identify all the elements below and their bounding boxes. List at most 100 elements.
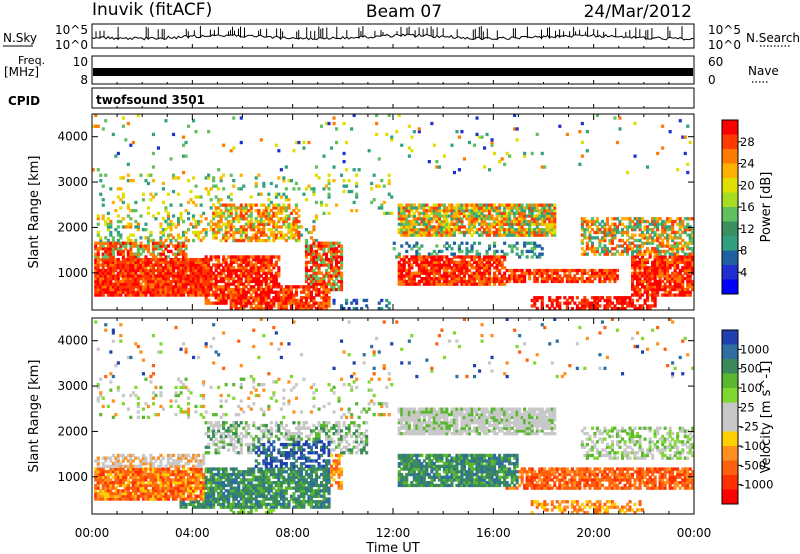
velocity-cell bbox=[139, 470, 143, 474]
power-cell bbox=[312, 228, 316, 232]
power-cell bbox=[427, 230, 431, 235]
velocity-cell bbox=[131, 486, 135, 490]
power-cell bbox=[678, 282, 682, 286]
power-cell bbox=[252, 301, 256, 305]
power-cell bbox=[116, 279, 120, 284]
power-cell bbox=[483, 255, 487, 259]
power-cell bbox=[593, 296, 597, 300]
power-cell bbox=[232, 282, 236, 286]
power-cell bbox=[661, 268, 665, 273]
velocity-cell bbox=[144, 472, 148, 477]
power-cell bbox=[422, 277, 426, 281]
power-cell bbox=[254, 260, 258, 264]
power-cell bbox=[523, 279, 527, 284]
power-cell bbox=[96, 241, 100, 245]
power-cell bbox=[407, 266, 411, 270]
power-cell bbox=[224, 238, 228, 243]
power-cell bbox=[217, 198, 221, 202]
power-cell bbox=[161, 287, 165, 292]
power-cell bbox=[427, 233, 431, 237]
power-cell bbox=[480, 263, 484, 267]
power-cell bbox=[533, 298, 537, 303]
power-cell bbox=[417, 255, 421, 259]
power-cell bbox=[164, 238, 168, 243]
power-cell bbox=[189, 258, 193, 262]
power-cell bbox=[578, 130, 582, 134]
power-cell bbox=[337, 271, 341, 275]
power-cell bbox=[327, 263, 331, 267]
power-cell bbox=[503, 211, 507, 215]
power-cell bbox=[184, 279, 188, 284]
power-cell bbox=[397, 268, 401, 273]
power-cell bbox=[254, 271, 258, 275]
power-cell bbox=[192, 214, 196, 218]
velocity-cell bbox=[136, 489, 140, 493]
power-cell bbox=[312, 279, 316, 284]
power-cell bbox=[407, 271, 411, 275]
power-cell bbox=[480, 214, 484, 218]
power-cell bbox=[129, 260, 133, 264]
power-cell bbox=[222, 258, 226, 262]
power-cell bbox=[420, 263, 424, 267]
power-cell bbox=[197, 230, 201, 235]
power-cell bbox=[154, 293, 158, 297]
power-cell bbox=[161, 282, 165, 286]
power-cell bbox=[503, 252, 507, 256]
power-cell bbox=[332, 266, 336, 270]
power-cell bbox=[457, 211, 461, 215]
velocity-cell bbox=[104, 475, 108, 479]
power-cell bbox=[227, 293, 231, 297]
power-cell bbox=[686, 290, 690, 294]
power-cell bbox=[284, 214, 288, 218]
power-cell bbox=[154, 217, 158, 221]
power-cell bbox=[126, 238, 130, 243]
power-cell bbox=[515, 222, 519, 226]
power-cell bbox=[648, 233, 652, 237]
power-cell bbox=[651, 298, 655, 303]
power-cell bbox=[212, 271, 216, 275]
power-cell bbox=[563, 268, 567, 273]
power-cell bbox=[124, 271, 128, 275]
power-cell bbox=[299, 307, 303, 311]
power-cell bbox=[615, 249, 619, 254]
power-cell bbox=[395, 255, 399, 259]
power-cell bbox=[450, 217, 454, 221]
power-cell bbox=[237, 219, 241, 224]
power-cell bbox=[480, 203, 484, 207]
power-cell bbox=[134, 263, 138, 267]
power-cell bbox=[151, 238, 155, 243]
power-cell bbox=[307, 244, 311, 248]
power-cell bbox=[470, 209, 474, 213]
power-cell bbox=[252, 307, 256, 311]
power-cell bbox=[432, 277, 436, 281]
power-cell bbox=[227, 285, 231, 289]
noise-right-label: N.Search bbox=[746, 31, 800, 45]
power-cell bbox=[277, 290, 281, 294]
velocity-cell bbox=[109, 489, 113, 493]
power-cell bbox=[605, 296, 609, 300]
power-cell bbox=[244, 304, 248, 308]
power-cell bbox=[523, 230, 527, 235]
power-cell bbox=[462, 279, 466, 284]
power-cell bbox=[247, 260, 251, 264]
power-cell bbox=[638, 263, 642, 267]
power-cell bbox=[653, 285, 657, 289]
power-cell bbox=[131, 279, 135, 284]
power-cell bbox=[249, 217, 253, 221]
power-cell bbox=[184, 154, 188, 158]
power-cell bbox=[558, 301, 562, 305]
power-cell bbox=[651, 271, 655, 275]
power-cell bbox=[129, 179, 133, 183]
power-cell bbox=[445, 233, 449, 237]
power-cell bbox=[184, 260, 188, 264]
power-cell bbox=[671, 236, 675, 240]
power-cell bbox=[425, 214, 429, 218]
power-cell bbox=[422, 225, 426, 229]
power-cell bbox=[653, 260, 657, 264]
power-cell bbox=[124, 258, 128, 262]
power-cell bbox=[232, 277, 236, 281]
power-cell bbox=[174, 244, 178, 248]
power-cell bbox=[505, 214, 509, 218]
power-cell bbox=[550, 211, 554, 215]
power-cell bbox=[417, 214, 421, 218]
